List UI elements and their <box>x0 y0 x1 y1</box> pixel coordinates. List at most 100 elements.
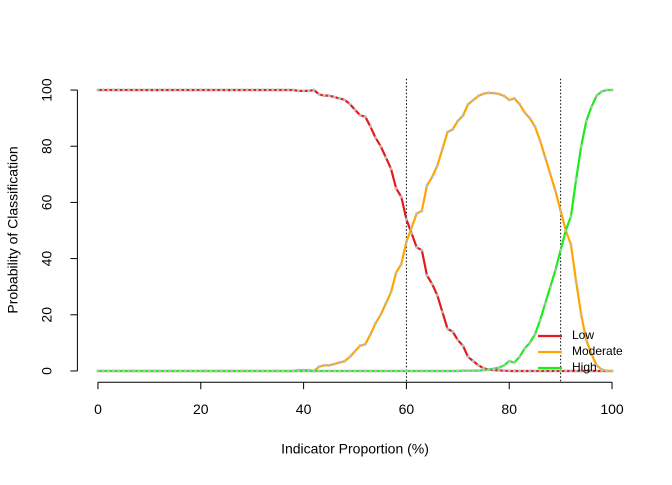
y-tick-label: 40 <box>39 251 55 267</box>
data-point <box>389 167 393 171</box>
data-point <box>142 369 146 373</box>
data-point <box>518 369 522 373</box>
data-point <box>466 355 470 359</box>
data-point <box>605 369 609 373</box>
data-point <box>574 178 578 182</box>
data-point <box>338 369 342 373</box>
data-point <box>379 144 383 148</box>
data-point <box>523 111 527 115</box>
data-point <box>394 186 398 190</box>
data-point <box>101 88 105 92</box>
data-point <box>137 88 141 92</box>
x-tick-label: 20 <box>193 401 209 417</box>
data-point <box>471 98 475 102</box>
data-point <box>286 88 290 92</box>
data-point <box>122 369 126 373</box>
data-point <box>404 240 408 244</box>
data-point <box>446 130 450 134</box>
data-point <box>548 172 552 176</box>
data-point <box>374 136 378 140</box>
data-point <box>219 88 223 92</box>
data-point <box>420 369 424 373</box>
data-point <box>553 268 557 272</box>
data-point <box>173 369 177 373</box>
data-point <box>163 369 167 373</box>
data-point <box>507 369 511 373</box>
data-point <box>533 369 537 373</box>
data-point <box>589 352 593 356</box>
data-point <box>451 127 455 131</box>
data-point <box>538 139 542 143</box>
data-point <box>142 88 146 92</box>
data-point <box>117 88 121 92</box>
data-point <box>158 369 162 373</box>
x-axis-label: Indicator Proportion (%) <box>281 441 429 457</box>
data-point <box>492 91 496 95</box>
data-point <box>266 369 270 373</box>
data-point <box>507 359 511 363</box>
data-point <box>96 88 100 92</box>
data-point <box>168 88 172 92</box>
data-point <box>399 195 403 199</box>
data-point <box>183 88 187 92</box>
data-point <box>194 88 198 92</box>
data-point <box>466 102 470 106</box>
data-point <box>230 88 234 92</box>
data-point <box>440 147 444 151</box>
data-point <box>605 88 609 92</box>
data-point <box>446 327 450 331</box>
data-point <box>553 189 557 193</box>
x-tick-label: 40 <box>296 401 312 417</box>
data-point <box>456 338 460 342</box>
y-tick-label: 100 <box>39 78 55 102</box>
data-point <box>302 89 306 93</box>
data-point <box>543 369 547 373</box>
data-point <box>440 310 444 314</box>
data-point <box>420 248 424 252</box>
data-point <box>250 88 254 92</box>
data-point <box>317 365 321 369</box>
data-point <box>317 369 321 373</box>
data-point <box>317 92 321 96</box>
data-point <box>415 245 419 249</box>
data-point <box>420 209 424 213</box>
data-point <box>363 369 367 373</box>
data-point <box>507 98 511 102</box>
data-point <box>281 88 285 92</box>
data-point <box>240 88 244 92</box>
data-point <box>430 282 434 286</box>
data-point <box>132 88 136 92</box>
data-point <box>569 214 573 218</box>
data-point <box>291 369 295 373</box>
data-point <box>553 369 557 373</box>
data-point <box>281 369 285 373</box>
data-point <box>240 369 244 373</box>
data-point <box>435 293 439 297</box>
data-point <box>574 369 578 373</box>
data-point <box>332 362 336 366</box>
data-point <box>296 89 300 93</box>
data-point <box>96 369 100 373</box>
data-point <box>312 88 316 92</box>
data-point <box>425 184 429 188</box>
legend-label: Moderate <box>572 344 623 358</box>
data-point <box>332 95 336 99</box>
data-point <box>518 355 522 359</box>
data-point <box>271 369 275 373</box>
data-point <box>374 321 378 325</box>
data-point <box>497 368 501 372</box>
data-point <box>343 369 347 373</box>
data-point <box>348 369 352 373</box>
data-point <box>446 369 450 373</box>
data-point <box>600 89 604 93</box>
data-point <box>153 88 157 92</box>
data-point <box>543 155 547 159</box>
data-point <box>327 369 331 373</box>
x-tick-label: 80 <box>501 401 517 417</box>
data-point <box>209 88 213 92</box>
data-point <box>245 369 249 373</box>
data-point <box>425 273 429 277</box>
data-point <box>523 346 527 350</box>
data-point <box>528 369 532 373</box>
